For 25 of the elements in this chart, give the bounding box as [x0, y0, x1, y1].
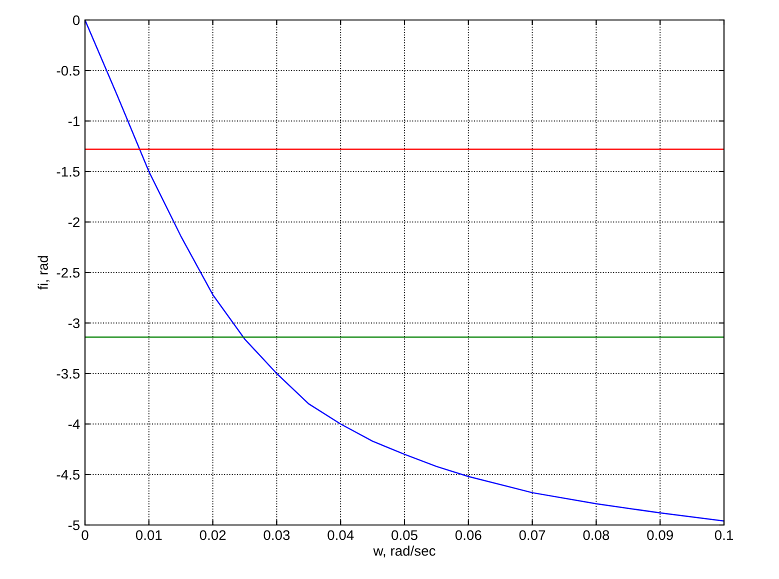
x-tick-label: 0.04 — [328, 530, 354, 540]
x-tick-label: 0.06 — [455, 530, 482, 540]
x-tick-label: 0.02 — [200, 530, 226, 540]
y-axis-title: fi, rad — [38, 256, 50, 290]
y-tick-label: 0 — [72, 15, 80, 26]
y-tick-label: -0.5 — [56, 66, 80, 76]
y-tick-label: -1.5 — [56, 166, 80, 177]
x-tick-label: 0.08 — [583, 530, 610, 540]
y-tick-label: -4 — [68, 419, 80, 430]
y-tick-label: -3.5 — [56, 368, 80, 379]
y-tick-label: -5 — [68, 520, 80, 530]
x-tick-label: 0.1 — [714, 530, 733, 540]
x-tick-label: 0.01 — [136, 530, 162, 540]
y-tick-label: -2 — [68, 217, 80, 228]
y-tick-label: -1 — [68, 116, 80, 126]
x-axis-title: w, rad/sec — [373, 546, 436, 558]
y-tick-label: -3 — [68, 318, 80, 328]
x-tick-label: 0.09 — [647, 530, 673, 540]
x-tick-label: 0.03 — [264, 530, 290, 540]
line-series — [85, 20, 724, 522]
x-tick-label: 0.07 — [519, 530, 546, 540]
x-tick-label: 0 — [82, 530, 88, 540]
x-tick-label: 0.05 — [392, 530, 418, 540]
y-tick-label: -4.5 — [56, 470, 80, 480]
y-tick-label: -2.5 — [56, 268, 80, 278]
